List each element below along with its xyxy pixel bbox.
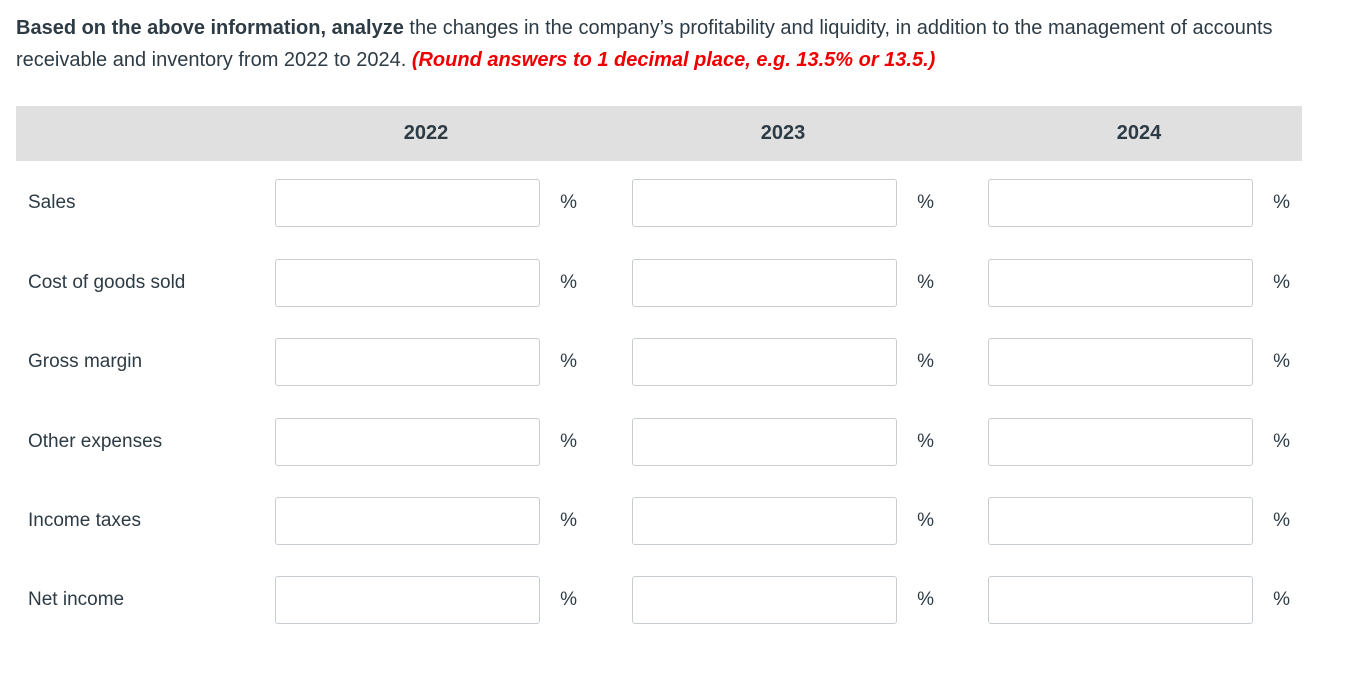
net-income-2023-input[interactable] — [632, 576, 897, 624]
answer-cell: % — [275, 179, 577, 227]
question-panel: Based on the above information, analyze … — [0, 12, 1362, 624]
table-row-net-income: Net income % % % — [16, 576, 1346, 624]
year-header-bar: 2022 2023 2024 — [16, 106, 1302, 161]
year-header-2022: 2022 — [403, 122, 449, 144]
gross-margin-2022-input[interactable] — [275, 338, 540, 386]
percent-sign: % — [1273, 272, 1290, 293]
answer-cell: % — [632, 418, 934, 466]
row-label: Net income — [28, 589, 125, 610]
answer-cell: % — [632, 497, 934, 545]
row-label: Other expenses — [28, 431, 163, 452]
answer-cell: % — [275, 497, 577, 545]
percent-sign: % — [917, 431, 934, 452]
percent-sign: % — [917, 192, 934, 213]
year-header-2023: 2023 — [760, 122, 806, 144]
cogs-2024-input[interactable] — [988, 259, 1253, 307]
question-instruction: Based on the above information, analyze … — [16, 12, 1346, 76]
table-row-income-taxes: Income taxes % % % — [16, 497, 1346, 545]
cogs-2022-input[interactable] — [275, 259, 540, 307]
percent-sign: % — [560, 510, 577, 531]
percent-sign: % — [560, 351, 577, 372]
row-label: Income taxes — [28, 510, 141, 531]
answer-cell: % — [632, 576, 934, 624]
sales-2022-input[interactable] — [275, 179, 540, 227]
percent-sign: % — [1273, 192, 1290, 213]
answer-cell: % — [988, 576, 1290, 624]
year-header-2024: 2024 — [1116, 122, 1162, 144]
net-income-2024-input[interactable] — [988, 576, 1253, 624]
percent-sign: % — [1273, 351, 1290, 372]
percent-sign: % — [917, 351, 934, 372]
row-label: Cost of goods sold — [28, 272, 186, 293]
percent-sign: % — [560, 589, 577, 610]
answer-cell: % — [275, 576, 577, 624]
row-label: Sales — [28, 192, 76, 213]
percent-sign: % — [917, 272, 934, 293]
percent-sign: % — [1273, 431, 1290, 452]
other-expenses-2022-input[interactable] — [275, 418, 540, 466]
rounding-note: (Round answers to 1 decimal place, e.g. … — [411, 49, 936, 71]
percent-sign: % — [1273, 589, 1290, 610]
income-taxes-2024-input[interactable] — [988, 497, 1253, 545]
answer-cell: % — [275, 418, 577, 466]
table-row-gross-margin: Gross margin % % % — [16, 338, 1346, 386]
table-row-sales: Sales % % % — [16, 179, 1346, 227]
net-income-2022-input[interactable] — [275, 576, 540, 624]
percent-sign: % — [560, 192, 577, 213]
table-row-other-expenses: Other expenses % % % — [16, 418, 1346, 466]
answer-cell: % — [988, 259, 1290, 307]
answer-cell: % — [988, 338, 1290, 386]
answer-cell: % — [632, 338, 934, 386]
answer-cell: % — [632, 259, 934, 307]
other-expenses-2024-input[interactable] — [988, 418, 1253, 466]
percent-sign: % — [917, 510, 934, 531]
percent-sign: % — [560, 272, 577, 293]
table-row-cost-of-goods-sold: Cost of goods sold % % % — [16, 259, 1346, 307]
percent-sign: % — [1273, 510, 1290, 531]
answer-cell: % — [275, 338, 577, 386]
sales-2023-input[interactable] — [632, 179, 897, 227]
answer-cell: % — [988, 418, 1290, 466]
answer-cell: % — [632, 179, 934, 227]
instruction-body: the changes in the company’s profitabili… — [16, 17, 1273, 71]
percent-sign: % — [560, 431, 577, 452]
cogs-2023-input[interactable] — [632, 259, 897, 307]
row-label: Gross margin — [28, 351, 143, 372]
sales-2024-input[interactable] — [988, 179, 1253, 227]
instruction-lead: Based on the above information, analyze — [16, 17, 404, 39]
gross-margin-2023-input[interactable] — [632, 338, 897, 386]
answer-cell: % — [988, 497, 1290, 545]
income-taxes-2023-input[interactable] — [632, 497, 897, 545]
gross-margin-2024-input[interactable] — [988, 338, 1253, 386]
answer-cell: % — [988, 179, 1290, 227]
percent-sign: % — [917, 589, 934, 610]
answer-cell: % — [275, 259, 577, 307]
income-taxes-2022-input[interactable] — [275, 497, 540, 545]
other-expenses-2023-input[interactable] — [632, 418, 897, 466]
